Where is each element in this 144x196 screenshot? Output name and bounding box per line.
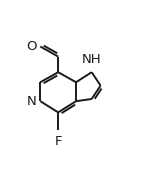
Text: F: F (54, 135, 62, 148)
Text: N: N (27, 95, 36, 108)
Text: NH: NH (82, 53, 102, 66)
Text: O: O (26, 40, 37, 53)
